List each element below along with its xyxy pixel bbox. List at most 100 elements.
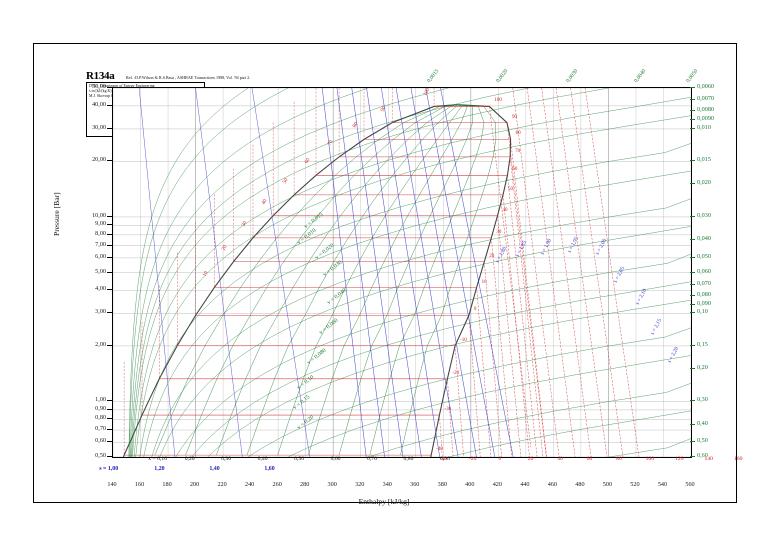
y-tick-mark-left	[107, 271, 112, 273]
quality-tick-0,90: 0,90	[439, 456, 450, 462]
y-tick-left: 0,90	[95, 404, 106, 412]
y-tick-mark-left	[107, 224, 112, 226]
plot-area	[112, 87, 692, 458]
y-tick-right-specific-volume: 0,40	[697, 419, 708, 427]
x-tick: 380	[437, 481, 447, 488]
y-tick-left: 30,00	[92, 123, 106, 131]
y-tick-mark-right	[690, 441, 695, 443]
y-tick-mark-left	[107, 127, 112, 129]
y-tick-mark-left	[107, 233, 112, 235]
temperature-tick-60: 60	[586, 456, 593, 462]
y-tick-left: 7,00	[95, 240, 106, 248]
y-tick-left: 4,00	[95, 285, 106, 293]
y-tick-right-specific-volume: 0,20	[697, 363, 708, 371]
isotherm-vapor-label: 40	[502, 207, 508, 213]
x-tick: 240	[244, 481, 255, 488]
y-tick-right-specific-volume: 0,015	[697, 156, 711, 164]
y-tick-left: 8,00	[95, 229, 106, 237]
y-tick-right-specific-volume: 0,070	[697, 279, 711, 287]
temperature-tick-100: 100	[645, 456, 655, 462]
isotherm-vapor-label: 20	[489, 253, 495, 259]
x-tick: 180	[162, 481, 172, 488]
y-tick-left: 50,00	[92, 83, 106, 90]
temperature-tick-0: 0	[498, 456, 502, 462]
y-tick-mark-right	[690, 127, 695, 129]
x-tick: 480	[575, 481, 585, 488]
x-tick: 460	[547, 481, 558, 488]
y-tick-right-specific-volume: 0,050	[697, 252, 711, 260]
y-tick-mark-left	[107, 160, 112, 162]
y-tick-left: 0,70	[95, 425, 106, 433]
x-tick: 400	[465, 481, 475, 488]
y-tick-left: 6,00	[95, 252, 106, 260]
y-tick-right-specific-volume: 0,060	[697, 267, 711, 275]
page-title: R134a	[86, 70, 115, 82]
y-tick-right-specific-volume: 0,020	[697, 179, 711, 187]
y-tick-left: 40,00	[92, 100, 106, 108]
y-tick-right-specific-volume: 0,040	[697, 235, 711, 242]
y-tick-right-specific-volume: 0,0070	[697, 95, 715, 103]
y-tick-mark-right	[690, 183, 695, 185]
y-tick-left: 10,00	[92, 211, 106, 219]
x-tick: 200	[189, 481, 200, 488]
info-department: DTU , Department of Energy Engineering	[89, 84, 155, 88]
x-tick: 560	[685, 481, 695, 488]
y-tick-mark-right	[690, 294, 695, 296]
y-tick-right-specific-volume: 0,0060	[697, 83, 715, 90]
chart-canvas	[113, 88, 691, 457]
isotherm-vapor-label: 50	[508, 186, 513, 192]
quality-tick-0,20: 0,20	[184, 456, 195, 462]
temperature-tick-40: 40	[557, 456, 563, 462]
y-tick-left: 5,00	[95, 267, 106, 275]
temperature-tick-20: 20	[527, 456, 534, 462]
temperature-tick-160: 160	[733, 456, 743, 462]
isotherm-vapor-label: -20	[452, 370, 460, 376]
isotherm-vapor-label: 10	[481, 279, 487, 285]
y-tick-right-specific-volume: 0,090	[697, 299, 711, 307]
entropy-tick-1,60: 1,60	[264, 466, 275, 472]
y-tick-mark-left	[107, 87, 112, 88]
isotherm-vapor-label: 30	[496, 229, 502, 235]
temperature-tick-80: 80	[616, 456, 622, 462]
y-tick-mark-left	[107, 400, 112, 402]
y-tick-left: 0,60	[95, 437, 106, 445]
temperature-tick-140: 140	[704, 456, 713, 462]
y-tick-mark-left	[107, 441, 112, 443]
x-axis-title: Enthalpy [kJ/kg]	[358, 497, 410, 506]
quality-tick-0,60: 0,60	[330, 456, 341, 462]
isotherm-vapor-label: 100	[494, 98, 502, 104]
y-tick-mark-right	[690, 400, 695, 402]
quality-tick-0,30: 0,30	[221, 456, 232, 462]
temperature-tick--20: -20	[468, 456, 477, 462]
y-tick-right-specific-volume: 0,50	[697, 437, 708, 445]
y-tick-mark-right	[690, 312, 695, 314]
y-tick-mark-left	[107, 344, 112, 346]
y-tick-mark-right	[690, 344, 695, 346]
y-tick-right-specific-volume: 0,30	[697, 396, 708, 404]
y-tick-mark-right	[690, 303, 695, 305]
y-tick-right-specific-volume: 0,0090	[697, 115, 715, 123]
y-tick-left: 2,00	[95, 340, 106, 348]
y-tick-mark-right	[690, 215, 695, 217]
quality-tick-0,70: 0,70	[367, 456, 377, 462]
y-tick-left: 1,00	[95, 396, 106, 404]
y-tick-left: 0,80	[95, 414, 106, 422]
y-tick-right-specific-volume: 0,60	[697, 452, 708, 459]
y-tick-right-specific-volume: 0,0080	[697, 106, 715, 114]
isotherm-vapor-label: 60	[512, 167, 518, 173]
y-tick-mark-right	[690, 87, 695, 88]
x-tick: 300	[327, 481, 337, 488]
y-tick-mark-left	[107, 429, 112, 431]
x-tick: 260	[272, 481, 282, 488]
y-tick-mark-left	[107, 312, 112, 314]
x-tick: 320	[355, 481, 365, 488]
y-tick-mark-left	[107, 104, 112, 106]
y-tick-right-specific-volume: 0,010	[697, 123, 711, 131]
x-tick: 440	[520, 481, 530, 488]
y-tick-mark-right	[690, 119, 695, 121]
x-tick: 220	[217, 481, 227, 488]
y-tick-left: 0,50	[95, 452, 106, 459]
temperature-tick-120: 120	[675, 456, 684, 462]
y-tick-mark-left	[107, 456, 112, 457]
